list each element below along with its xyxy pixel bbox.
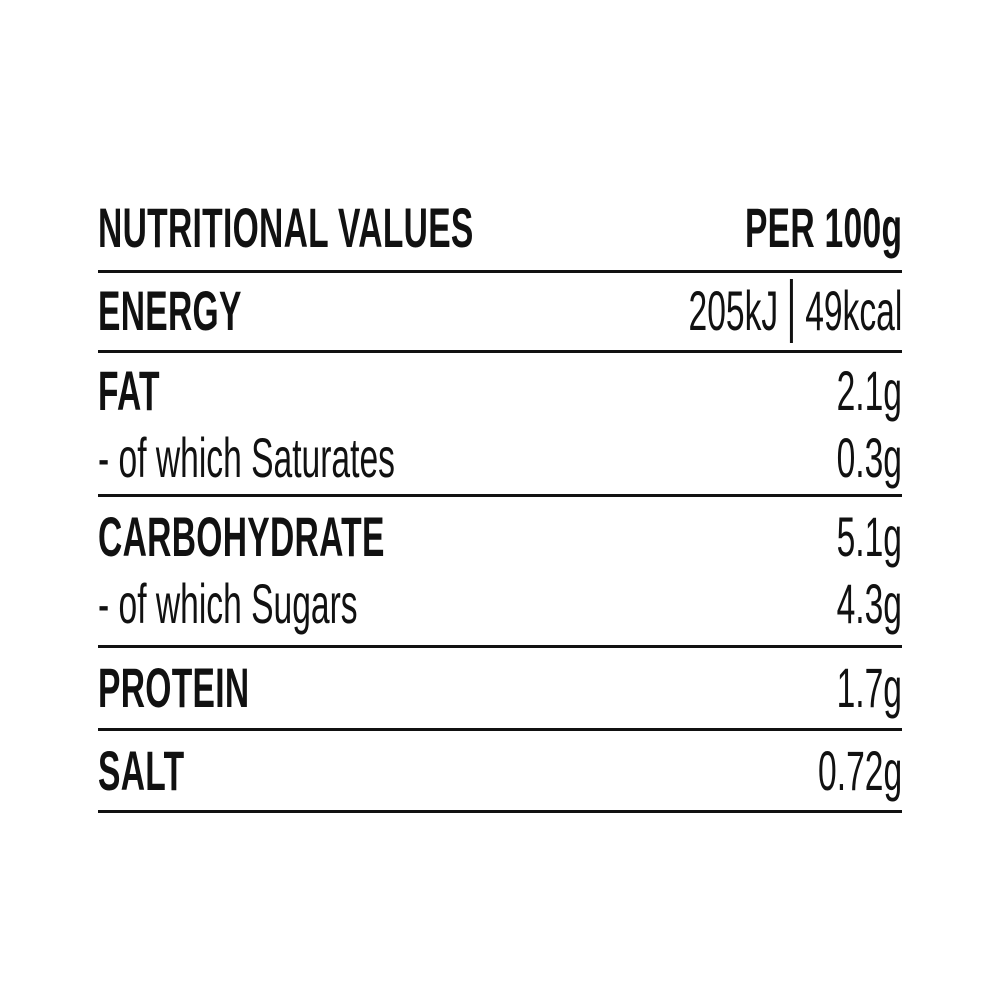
protein-section: PROTEIN 1.7g (98, 648, 902, 731)
table-row: SALT 0.72g (98, 743, 902, 799)
table-row: PROTEIN 1.7g (98, 660, 902, 716)
protein-label: PROTEIN (98, 656, 250, 719)
table-header-section: NUTRITIONAL VALUES PER 100g (98, 200, 902, 273)
energy-kj-value: 205kJ (688, 279, 778, 342)
table-row: CARBOHYDRATE 5.1g (98, 509, 902, 565)
carbohydrate-section: CARBOHYDRATE 5.1g - of which Sugars 4.3g (98, 497, 902, 648)
table-subrow: - of which Sugars 4.3g (98, 576, 902, 632)
carbohydrate-label: CARBOHYDRATE (98, 505, 385, 568)
protein-value: 1.7g (836, 656, 902, 719)
carbohydrate-value: 5.1g (836, 505, 902, 568)
header-row: NUTRITIONAL VALUES PER 100g (98, 200, 902, 256)
energy-label: ENERGY (98, 279, 242, 342)
fat-value: 2.1g (836, 359, 902, 422)
salt-value: 0.72g (817, 739, 902, 802)
energy-section: ENERGY 205kJ 49kcal (98, 273, 902, 353)
saturates-label: - of which Saturates (98, 426, 395, 489)
nutrition-facts-table: NUTRITIONAL VALUES PER 100g ENERGY 205kJ… (98, 200, 902, 813)
salt-label: SALT (98, 739, 185, 802)
table-subrow: - of which Saturates 0.3g (98, 430, 902, 486)
fat-label: FAT (98, 359, 160, 422)
saturates-value: 0.3g (836, 426, 902, 489)
table-row: FAT 2.1g (98, 363, 902, 419)
sugars-value: 4.3g (836, 572, 902, 635)
table-title: NUTRITIONAL VALUES (98, 196, 474, 259)
fat-section: FAT 2.1g - of which Saturates 0.3g (98, 353, 902, 497)
energy-value: 205kJ 49kcal (688, 279, 902, 343)
energy-kcal-value: 49kcal (804, 279, 902, 342)
table-row: ENERGY 205kJ 49kcal (98, 279, 902, 343)
salt-section: SALT 0.72g (98, 731, 902, 813)
value-divider-bar (789, 279, 793, 343)
sugars-label: - of which Sugars (98, 572, 358, 635)
per-100g-column-header: PER 100g (744, 196, 902, 259)
